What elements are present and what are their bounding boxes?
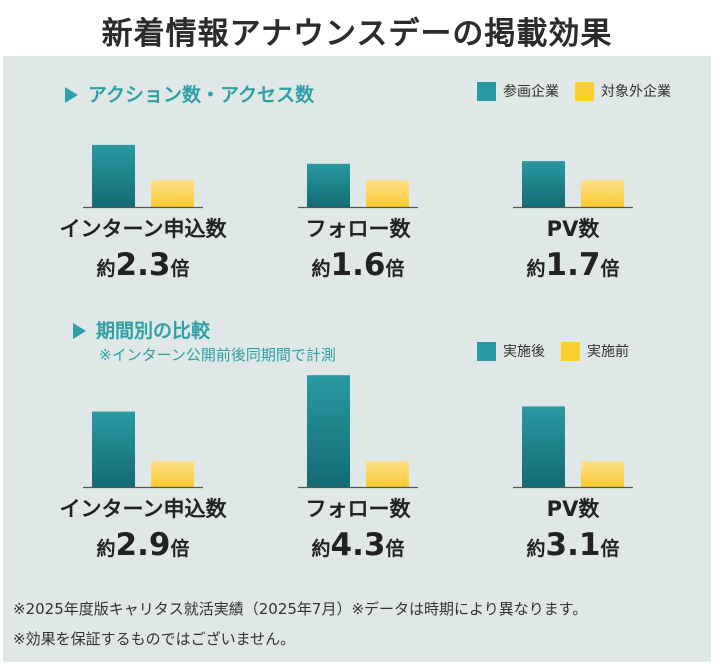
section-title-period: 期間別の比較 xyxy=(73,316,210,343)
legend-swatch-yellow xyxy=(561,341,580,361)
value-number: 1.6 xyxy=(330,247,386,283)
page-title: 新着情報アナウンスデーの掲載効果 xyxy=(101,16,613,52)
chart-category-label: インターン申込数 xyxy=(59,217,227,241)
bar-baseline xyxy=(151,180,194,207)
value-prefix: 約 xyxy=(526,538,546,560)
legend-swatch-teal xyxy=(477,81,496,101)
legend-actions: 参画企業 対象外企業 xyxy=(477,81,687,101)
footnote-2: ※効果を保証するものではございません。 xyxy=(13,630,296,648)
section-title-text: アクション数・アクセス数 xyxy=(88,84,315,106)
bar-baseline xyxy=(581,461,624,487)
chart-multiplier-value: 約4.3倍 xyxy=(258,527,458,563)
chart-multiplier-value: 約2.9倍 xyxy=(43,527,243,563)
chart-category-label: フォロー数 xyxy=(305,497,411,521)
section-note: ※インターン公開前後同期間で計測 xyxy=(99,346,336,364)
legend-period: 実施後 実施前 xyxy=(477,341,645,361)
chart-category-label: PV数 xyxy=(546,217,600,241)
legend-label: 実施後 xyxy=(503,344,545,360)
legend-label: 参画企業 xyxy=(503,84,559,100)
legend-item: 参画企業 xyxy=(477,81,559,101)
value-suffix: 倍 xyxy=(385,538,405,560)
chart-category-label: インターン申込数 xyxy=(59,497,227,521)
value-suffix: 倍 xyxy=(170,258,190,280)
section-title-text: 期間別の比較 xyxy=(96,320,211,342)
bar-baseline xyxy=(366,461,409,487)
bar-primary xyxy=(92,144,135,207)
chart-multiplier-value: 約1.6倍 xyxy=(258,247,458,283)
results-panel: アクション数・アクセス数 参画企業 対象外企業 期間別の比較 ※インターン公開前… xyxy=(3,56,711,662)
legend-item: 対象外企業 xyxy=(575,81,671,101)
value-number: 1.7 xyxy=(545,247,601,283)
chart-multiplier-value: 約2.3倍 xyxy=(43,247,243,283)
chart-multiplier-value: 約3.1倍 xyxy=(473,527,673,563)
value-number: 3.1 xyxy=(545,527,601,563)
legend-item: 実施後 xyxy=(477,341,545,361)
chart-category-label: フォロー数 xyxy=(305,217,411,241)
chart-multiplier-value: 約1.7倍 xyxy=(473,247,673,283)
bar-primary xyxy=(92,411,135,487)
value-prefix: 約 xyxy=(96,258,116,280)
value-prefix: 約 xyxy=(96,538,116,560)
bar-baseline xyxy=(151,461,194,487)
bar-baseline xyxy=(581,180,624,207)
value-number: 4.3 xyxy=(330,527,386,563)
bar-charts-svg xyxy=(83,144,633,489)
value-prefix: 約 xyxy=(311,258,331,280)
chart-category-label: PV数 xyxy=(546,497,600,521)
footnote-1: ※2025年度版キャリタス就活実績（2025年7月）※データは時期により異なりま… xyxy=(13,600,588,618)
value-suffix: 倍 xyxy=(170,538,190,560)
triangle-bullet-icon xyxy=(65,87,78,103)
bar-primary xyxy=(307,375,350,487)
bar-primary xyxy=(307,163,350,207)
legend-swatch-teal xyxy=(477,341,496,361)
bar-primary xyxy=(522,406,565,487)
value-prefix: 約 xyxy=(311,538,331,560)
value-number: 2.9 xyxy=(115,527,171,563)
section-title-actions: アクション数・アクセス数 xyxy=(65,80,314,107)
value-number: 2.3 xyxy=(115,247,171,283)
legend-label: 対象外企業 xyxy=(601,84,671,100)
legend-label: 実施前 xyxy=(587,344,629,360)
bar-baseline xyxy=(366,180,409,207)
bar-primary xyxy=(522,161,565,207)
triangle-bullet-icon xyxy=(73,323,86,339)
value-suffix: 倍 xyxy=(600,538,620,560)
legend-swatch-yellow xyxy=(575,81,594,101)
value-prefix: 約 xyxy=(526,258,546,280)
value-suffix: 倍 xyxy=(600,258,620,280)
legend-item: 実施前 xyxy=(561,341,629,361)
value-suffix: 倍 xyxy=(385,258,405,280)
